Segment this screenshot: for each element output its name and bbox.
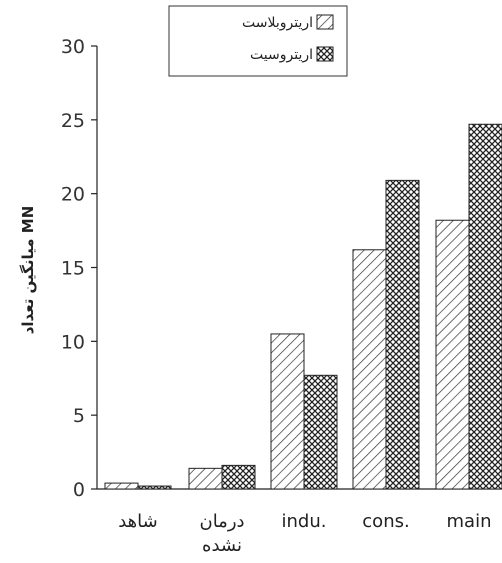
bar-series-1 — [104, 482, 139, 490]
bars — [104, 123, 502, 490]
bar-series-2 — [221, 464, 256, 490]
y-tick-label: 10 — [61, 331, 85, 353]
bar-series-1 — [435, 219, 470, 490]
x-category-label: درمان — [199, 511, 244, 532]
y-tick-label: 5 — [73, 405, 85, 427]
legend-swatch-series-1 — [316, 14, 334, 30]
x-category-label: indu. — [282, 511, 327, 532]
legend-label-series-2: اریتروسیت — [250, 47, 313, 63]
y-tick-label: 30 — [61, 36, 85, 58]
bar-series-2 — [137, 485, 172, 490]
y-tick-label: 20 — [61, 184, 85, 206]
y-tick-label: 15 — [61, 258, 85, 280]
legend-label-series-1: اریتروبلاست — [242, 15, 313, 31]
x-category-label: cons. — [362, 511, 409, 532]
x-category-label: نشده — [202, 535, 242, 556]
y-axis: 0 5 10 15 20 25 30 — [61, 36, 98, 501]
bar-series-2 — [303, 374, 338, 490]
bar-series-1 — [352, 249, 387, 490]
category-labels: شاهد درمان نشده indu. cons. main — [118, 511, 491, 556]
x-category-label: شاهد — [118, 511, 158, 532]
y-tick-label: 0 — [73, 479, 85, 501]
x-category-label: main — [447, 511, 492, 532]
bar-series-2 — [468, 123, 502, 490]
legend-swatch-series-2 — [316, 46, 334, 62]
bar-series-1 — [188, 467, 223, 490]
bar-series-1 — [270, 333, 305, 490]
y-tick-label: 25 — [61, 110, 85, 132]
bar-series-2 — [385, 179, 420, 490]
legend: اریتروبلاست اریتروسیت — [168, 5, 348, 77]
y-axis-label: میانگین تعداد MN — [19, 206, 37, 335]
